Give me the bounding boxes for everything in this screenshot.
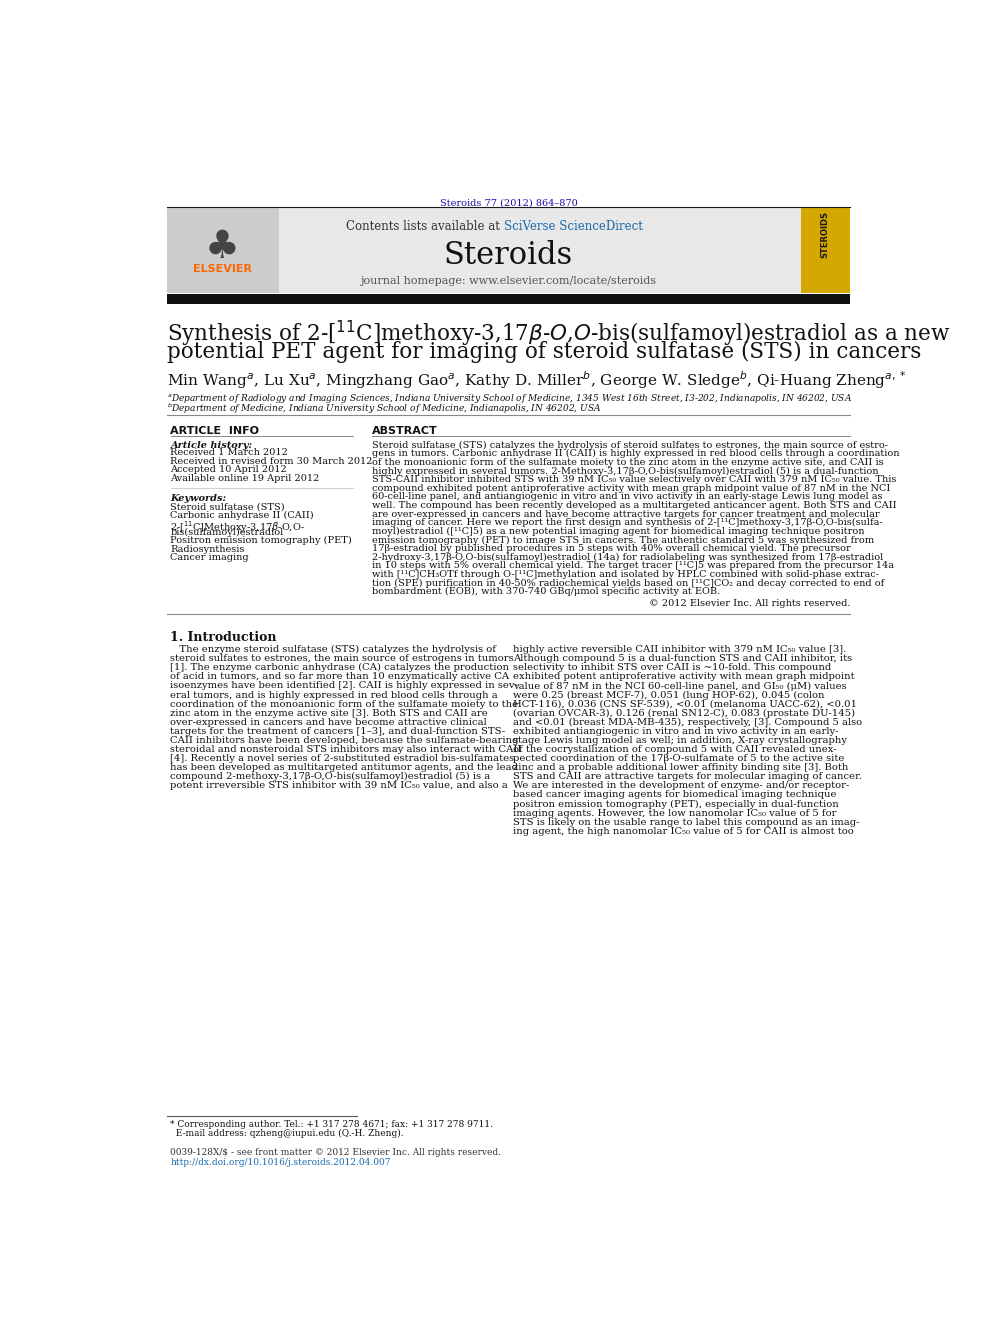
Text: Accepted 10 April 2012: Accepted 10 April 2012: [171, 466, 288, 474]
Text: ♣: ♣: [205, 228, 240, 266]
Text: highly active reversible CAII inhibitor with 379 nM IC₅₀ value [3].: highly active reversible CAII inhibitor …: [513, 646, 846, 654]
Text: has been developed as multitargeted antitumor agents, and the lead: has been developed as multitargeted anti…: [171, 763, 519, 773]
Text: compound 2-methoxy-3,17β-O,O-bis(sulfamoyl)estradiol (5) is a: compound 2-methoxy-3,17β-O,O-bis(sulfamo…: [171, 773, 491, 782]
Text: Synthesis of 2-[$^{11}$C]methoxy-3,17$\beta$-$O$,$O$-bis(sulfamoyl)estradiol as : Synthesis of 2-[$^{11}$C]methoxy-3,17$\b…: [167, 319, 950, 349]
Text: coordination of the monoanionic form of the sulfamate moiety to the: coordination of the monoanionic form of …: [171, 700, 519, 709]
Text: highly expressed in several tumors. 2-Methoxy-3,17β-O,O-bis(sulfamoyl)estradiol : highly expressed in several tumors. 2-Me…: [372, 467, 879, 475]
Text: Positron emission tomography (PET): Positron emission tomography (PET): [171, 536, 352, 545]
Text: eral tumors, and is highly expressed in red blood cells through a: eral tumors, and is highly expressed in …: [171, 691, 498, 700]
Text: http://dx.doi.org/10.1016/j.steroids.2012.04.007: http://dx.doi.org/10.1016/j.steroids.201…: [171, 1158, 391, 1167]
Text: Steroid sulfatase (STS) catalyzes the hydrolysis of steroid sulfates to estrones: Steroid sulfatase (STS) catalyzes the hy…: [372, 441, 888, 450]
Text: exhibited antiangiogenic in vitro and in vivo activity in an early-: exhibited antiangiogenic in vitro and in…: [513, 726, 838, 736]
Text: emission tomography (PET) to image STS in cancers. The authentic standard 5 was : emission tomography (PET) to image STS i…: [372, 536, 874, 545]
Text: stage Lewis lung model as well; in addition, X-ray crystallography: stage Lewis lung model as well; in addit…: [513, 736, 847, 745]
FancyBboxPatch shape: [167, 294, 850, 303]
Text: 1. Introduction: 1. Introduction: [171, 631, 277, 644]
Text: 2-hydroxy-3,17β-O,O-bis(sulfamoyl)estradiol (14a) for radiolabeling was synthesi: 2-hydroxy-3,17β-O,O-bis(sulfamoyl)estrad…: [372, 553, 883, 562]
Text: STS and CAII are attractive targets for molecular imaging of cancer.: STS and CAII are attractive targets for …: [513, 773, 862, 782]
Text: E-mail address: qzheng@iupui.edu (Q.-H. Zheng).: E-mail address: qzheng@iupui.edu (Q.-H. …: [171, 1129, 404, 1138]
Text: (ovarian OVCAR-3), 0.126 (renal SN12-C), 0.083 (prostate DU-145): (ovarian OVCAR-3), 0.126 (renal SN12-C),…: [513, 709, 855, 718]
Text: We are interested in the development of enzyme- and/or receptor-: We are interested in the development of …: [513, 782, 849, 790]
Text: [1]. The enzyme carbonic anhydrase (CA) catalyzes the production: [1]. The enzyme carbonic anhydrase (CA) …: [171, 663, 510, 672]
Text: in 10 steps with 5% overall chemical yield. The target tracer [¹¹C]5 was prepare: in 10 steps with 5% overall chemical yie…: [372, 561, 894, 570]
Text: Steroid sulfatase (STS): Steroid sulfatase (STS): [171, 503, 285, 511]
Text: tion (SPE) purification in 40-50% radiochemical yields based on [¹¹C]CO₂ and dec: tion (SPE) purification in 40-50% radioc…: [372, 578, 884, 587]
Text: Radiosynthesis: Radiosynthesis: [171, 545, 245, 553]
Text: zinc and a probable additional lower affinity binding site [3]. Both: zinc and a probable additional lower aff…: [513, 763, 848, 773]
Text: Keywords:: Keywords:: [171, 495, 226, 504]
Text: isoenzymes have been identified [2]. CAII is highly expressed in sev-: isoenzymes have been identified [2]. CAI…: [171, 681, 519, 691]
Text: steroidal and nonsteroidal STS inhibitors may also interact with CAII: steroidal and nonsteroidal STS inhibitor…: [171, 745, 522, 754]
Text: exhibited potent antiproferative activity with mean graph midpoint: exhibited potent antiproferative activit…: [513, 672, 855, 681]
FancyBboxPatch shape: [801, 208, 850, 292]
Text: well. The compound has been recently developed as a multitargeted anticancer age: well. The compound has been recently dev…: [372, 501, 897, 509]
Text: CAII inhibitors have been developed, because the sulfamate-bearing: CAII inhibitors have been developed, bec…: [171, 736, 519, 745]
Text: of acid in tumors, and so far more than 10 enzymatically active CA: of acid in tumors, and so far more than …: [171, 672, 510, 681]
Text: were 0.25 (breast MCF-7), 0.051 (lung HOP-62), 0.045 (colon: were 0.25 (breast MCF-7), 0.051 (lung HO…: [513, 691, 824, 700]
Text: pected coordination of the 17β-O-sulfamate of 5 to the active site: pected coordination of the 17β-O-sulfama…: [513, 754, 844, 763]
Text: Cancer imaging: Cancer imaging: [171, 553, 249, 562]
Text: positron emission tomography (PET), especially in dual-function: positron emission tomography (PET), espe…: [513, 799, 839, 808]
Text: $^b$Department of Medicine, Indiana University School of Medicine, Indianapolis,: $^b$Department of Medicine, Indiana Univ…: [167, 402, 601, 417]
Text: of the cocrystallization of compound 5 with CAII revealed unex-: of the cocrystallization of compound 5 w…: [513, 745, 836, 754]
FancyBboxPatch shape: [167, 208, 279, 292]
Text: ELSEVIER: ELSEVIER: [192, 265, 252, 274]
Text: STS-CAII inhibitor inhibited STS with 39 nM IC₅₀ value selectively over CAII wit: STS-CAII inhibitor inhibited STS with 39…: [372, 475, 897, 484]
Text: value of 87 nM in the NCI 60-cell-line panel, and GI₅₀ (μM) values: value of 87 nM in the NCI 60-cell-line p…: [513, 681, 847, 691]
Text: Received in revised form 30 March 2012: Received in revised form 30 March 2012: [171, 456, 373, 466]
FancyBboxPatch shape: [167, 208, 850, 292]
Text: ABSTRACT: ABSTRACT: [372, 426, 437, 437]
Text: Min Wang$^a$, Lu Xu$^a$, Mingzhang Gao$^a$, Kathy D. Miller$^b$, George W. Sledg: Min Wang$^a$, Lu Xu$^a$, Mingzhang Gao$^…: [167, 369, 906, 390]
Text: 17β-estradiol by published procedures in 5 steps with 40% overall chemical yield: 17β-estradiol by published procedures in…: [372, 544, 851, 553]
Text: over-expressed in cancers and have become attractive clinical: over-expressed in cancers and have becom…: [171, 718, 487, 726]
Text: ARTICLE  INFO: ARTICLE INFO: [171, 426, 260, 437]
Text: ing agent, the high nanomolar IC₅₀ value of 5 for CAII is almost too: ing agent, the high nanomolar IC₅₀ value…: [513, 827, 854, 836]
Text: bis(sulfamoyl)estradiol: bis(sulfamoyl)estradiol: [171, 528, 284, 537]
Text: 60-cell-line panel, and antiangiogenic in vitro and in vivo activity in an early: 60-cell-line panel, and antiangiogenic i…: [372, 492, 883, 501]
Text: Although compound 5 is a dual-function STS and CAII inhibitor, its: Although compound 5 is a dual-function S…: [513, 654, 852, 663]
Text: Carbonic anhydrase II (CAII): Carbonic anhydrase II (CAII): [171, 511, 314, 520]
Text: [4]. Recently a novel series of 2-substituted estradiol bis-sulfamates: [4]. Recently a novel series of 2-substi…: [171, 754, 515, 763]
Text: bombardment (EOB), with 370-740 GBq/μmol specific activity at EOB.: bombardment (EOB), with 370-740 GBq/μmol…: [372, 587, 720, 597]
Text: © 2012 Elsevier Inc. All rights reserved.: © 2012 Elsevier Inc. All rights reserved…: [649, 599, 850, 607]
Text: journal homepage: www.elsevier.com/locate/steroids: journal homepage: www.elsevier.com/locat…: [360, 275, 657, 286]
Text: Available online 19 April 2012: Available online 19 April 2012: [171, 474, 319, 483]
Text: Article history:: Article history:: [171, 441, 253, 450]
Text: Received 1 March 2012: Received 1 March 2012: [171, 448, 289, 458]
Text: 2-[$^{11}$C]Methoxy-3,17$\beta$-O,O-: 2-[$^{11}$C]Methoxy-3,17$\beta$-O,O-: [171, 519, 306, 534]
Text: selectivity to inhibit STS over CAII is ~10-fold. This compound: selectivity to inhibit STS over CAII is …: [513, 663, 831, 672]
Text: moyl)estradiol ([¹¹C]5) as a new potential imaging agent for biomedical imaging : moyl)estradiol ([¹¹C]5) as a new potenti…: [372, 527, 864, 536]
Text: 0039-128X/$ - see front matter © 2012 Elsevier Inc. All rights reserved.: 0039-128X/$ - see front matter © 2012 El…: [171, 1148, 502, 1158]
Text: * Corresponding author. Tel.: +1 317 278 4671; fax: +1 317 278 9711.: * Corresponding author. Tel.: +1 317 278…: [171, 1119, 493, 1129]
Text: compound exhibited potent antiproferative activity with mean graph midpoint valu: compound exhibited potent antiproferativ…: [372, 484, 891, 492]
Text: imaging agents. However, the low nanomolar IC₅₀ value of 5 for: imaging agents. However, the low nanomol…: [513, 808, 836, 818]
Text: steroid sulfates to estrones, the main source of estrogens in tumors: steroid sulfates to estrones, the main s…: [171, 654, 514, 663]
Text: imaging of cancer. Here we report the first design and synthesis of 2-[¹¹C]metho: imaging of cancer. Here we report the fi…: [372, 519, 883, 528]
Text: SciVerse ScienceDirect: SciVerse ScienceDirect: [504, 221, 643, 233]
Text: gens in tumors. Carbonic anhydrase II (CAII) is highly expressed in red blood ce: gens in tumors. Carbonic anhydrase II (C…: [372, 450, 900, 458]
Text: zinc atom in the enzyme active site [3]. Both STS and CAII are: zinc atom in the enzyme active site [3].…: [171, 709, 488, 717]
Text: with [¹¹C]CH₃OTf through O-[¹¹C]methylation and isolated by HPLC combined with s: with [¹¹C]CH₃OTf through O-[¹¹C]methylat…: [372, 570, 879, 579]
Text: of the monoanionic form of the sulfamate moiety to the zinc atom in the enzyme a: of the monoanionic form of the sulfamate…: [372, 458, 884, 467]
Text: targets for the treatment of cancers [1–3], and dual-function STS-: targets for the treatment of cancers [1–…: [171, 726, 506, 736]
Text: STS is likely on the usable range to label this compound as an imag-: STS is likely on the usable range to lab…: [513, 818, 859, 827]
Text: The enzyme steroid sulfatase (STS) catalyzes the hydrolysis of: The enzyme steroid sulfatase (STS) catal…: [171, 646, 497, 654]
Text: potent irreversible STS inhibitor with 39 nM IC₅₀ value, and also a: potent irreversible STS inhibitor with 3…: [171, 782, 508, 790]
Text: STEROIDS: STEROIDS: [820, 212, 830, 258]
Text: and <0.01 (breast MDA-MB-435), respectively, [3]. Compound 5 also: and <0.01 (breast MDA-MB-435), respectiv…: [513, 718, 862, 726]
Text: HCT-116), 0.036 (CNS SF-539), <0.01 (melanoma UACC-62), <0.01: HCT-116), 0.036 (CNS SF-539), <0.01 (mel…: [513, 700, 857, 709]
Text: potential PET agent for imaging of steroid sulfatase (STS) in cancers: potential PET agent for imaging of stero…: [167, 340, 921, 363]
Text: Steroids: Steroids: [443, 239, 573, 271]
Text: Contents lists available at: Contents lists available at: [346, 221, 504, 233]
Text: Steroids 77 (2012) 864–870: Steroids 77 (2012) 864–870: [439, 198, 577, 208]
Text: $^a$Department of Radiology and Imaging Sciences, Indiana University School of M: $^a$Department of Radiology and Imaging …: [167, 392, 852, 405]
Text: based cancer imaging agents for biomedical imaging technique: based cancer imaging agents for biomedic…: [513, 790, 836, 799]
Text: are over-expressed in cancers and have become attractive targets for cancer trea: are over-expressed in cancers and have b…: [372, 509, 880, 519]
